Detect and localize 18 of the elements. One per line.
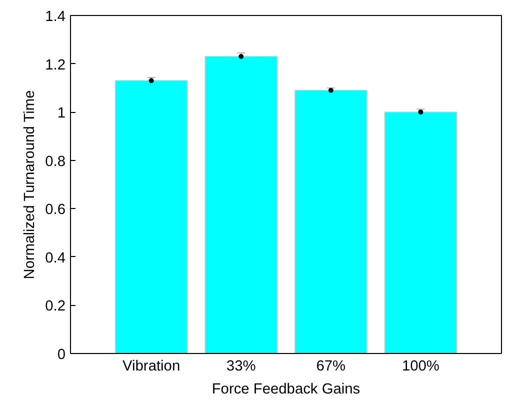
y-tick-label: 0.2 — [45, 298, 66, 315]
x-tick-label: 33% — [226, 358, 256, 374]
y-tick-label: 1.2 — [45, 57, 66, 74]
y-tick-label: 0.4 — [45, 250, 66, 266]
y-tick-label: 1 — [57, 106, 66, 122]
bar — [204, 56, 278, 354]
y-tick-label: 0.6 — [45, 202, 66, 218]
y-tick-label: 0 — [57, 347, 66, 363]
bar — [294, 90, 368, 354]
y-axis-title: Normalized Turnaround Time — [22, 90, 38, 280]
bar — [384, 112, 458, 354]
x-tick-label: Vibration — [122, 358, 180, 374]
x-tick-label: 100% — [402, 358, 440, 374]
y-tick-label: 0.8 — [45, 154, 66, 170]
x-tick-label: 67% — [316, 358, 346, 374]
bar — [114, 80, 188, 354]
x-axis-title: Force Feedback Gains — [212, 382, 360, 398]
y-tick-label: 1.4 — [45, 9, 66, 25]
